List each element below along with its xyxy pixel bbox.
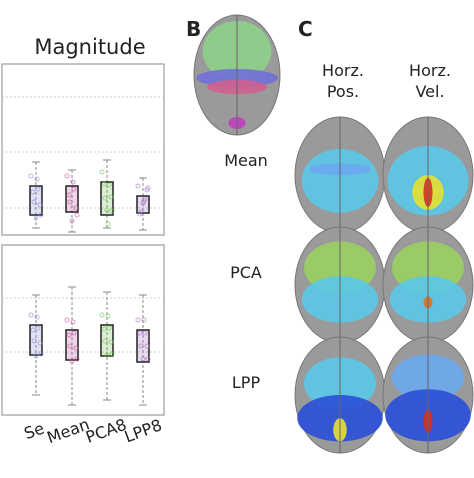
point [137,211,143,217]
point [35,186,41,192]
point [109,351,115,357]
panel-label: B [186,17,201,41]
point [99,312,105,318]
point [30,327,36,333]
x-label: Se [21,418,46,443]
point [74,212,80,218]
point [102,338,108,344]
point [31,338,37,344]
row-label: LPP [232,373,261,392]
point [73,205,79,211]
point [70,319,76,325]
point [66,192,72,198]
point [140,200,146,206]
point [71,186,77,192]
point [64,317,70,323]
point [144,187,150,193]
point [37,202,43,208]
point [28,312,34,318]
point [34,314,40,320]
column-label: Vel. [415,82,444,101]
point [105,221,111,227]
point [33,353,39,359]
point [108,339,114,345]
point [33,215,39,221]
point [67,199,73,205]
point [141,317,147,323]
point [30,189,36,195]
point [140,356,146,362]
point [102,195,108,201]
box-plots [28,159,151,406]
point [66,332,72,338]
point [67,343,73,349]
point [37,340,43,346]
point [31,199,37,205]
column-label: Pos. [327,82,359,101]
grid [2,96,164,353]
plot-frame [1,244,165,416]
point [34,176,40,182]
brain-images [193,14,474,454]
panel-label: C [298,17,313,41]
point [69,358,75,364]
column-label: Horz. [409,61,451,80]
point [145,356,151,362]
point [38,351,44,357]
point [104,352,110,358]
point [99,169,105,175]
point [137,330,143,336]
point [69,218,75,224]
point [64,173,70,179]
point [108,194,114,200]
point [106,325,112,331]
point [38,212,44,218]
point [73,345,79,351]
point [138,343,144,349]
point [142,330,148,336]
point [135,183,141,189]
point [28,173,34,179]
point [105,313,111,319]
point [101,181,107,187]
point [70,179,76,185]
point [35,325,41,331]
point [104,207,110,213]
row-label: Mean [224,151,268,170]
point [101,326,107,332]
point [135,317,141,323]
point [106,182,112,188]
point [144,343,150,349]
point [74,356,80,362]
point [71,330,77,336]
plot-frame [1,63,165,236]
row-label: PCA [230,263,262,282]
point [109,208,115,214]
panel-a-title: Magnitude [34,35,145,59]
x-label: LPP8 [122,415,165,446]
column-label: Horz. [322,61,364,80]
